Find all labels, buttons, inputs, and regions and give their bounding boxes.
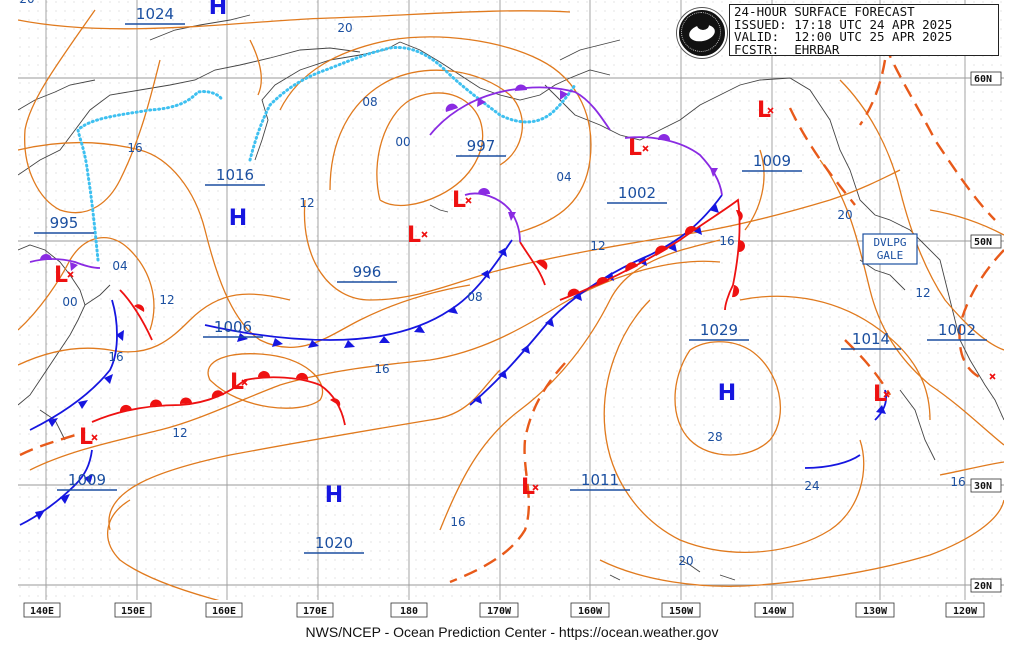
pressure-label: 1006 — [214, 318, 252, 336]
footer-credit: NWS/NCEP - Ocean Prediction Center - htt… — [305, 624, 719, 640]
trough-lines — [19, 44, 1004, 584]
lon-label: 120W — [953, 606, 978, 617]
low-center-l: L — [757, 98, 771, 123]
lon-label: 160W — [578, 606, 603, 617]
map-background — [18, 0, 1004, 600]
low-center-l: L — [79, 425, 93, 450]
lat-label: 50N — [974, 237, 992, 248]
high-center-h: H — [229, 206, 247, 231]
longitude-labels: 140E 150E 160E 170E 180 170W 160W 150W 1… — [23, 602, 985, 618]
noaa-logo — [677, 8, 727, 58]
isobar-label: 12 — [172, 426, 187, 440]
lon-label: 150W — [669, 606, 694, 617]
isobar-label: 04 — [112, 259, 127, 273]
pressure-label: 995 — [50, 214, 79, 232]
low-center-l: L — [230, 370, 244, 395]
pressure-label: 1011 — [581, 471, 619, 489]
low-center-l: L — [628, 136, 642, 161]
high-center-h: H — [718, 381, 736, 406]
gale-box-line-2: GALE — [877, 249, 904, 262]
isobar-label: 12 — [299, 196, 314, 210]
isobar-label: 16 — [450, 515, 465, 529]
lon-label: 170E — [303, 606, 327, 617]
lon-label: 150E — [121, 606, 145, 617]
isobar-label: 00 — [395, 135, 410, 149]
developing-gale-box: DVLPG GALE — [862, 233, 918, 265]
low-center-l: L — [407, 223, 421, 248]
lon-label: 180 — [400, 606, 418, 617]
isobar-label: 08 — [467, 290, 482, 304]
isobar-label: 16 — [127, 141, 142, 155]
lon-label: 140E — [30, 606, 54, 617]
warm-fronts — [91, 198, 741, 426]
low-center-l: L — [521, 475, 535, 500]
isobar-label: 16 — [719, 234, 734, 248]
forecast-title: 24-HOUR SURFACE FORECAST — [734, 4, 915, 19]
low-center-l: L — [54, 263, 68, 288]
isobar-label: 04 — [556, 170, 571, 184]
forecast-info-box: 24-HOUR SURFACE FORECAST ISSUED: 17:18 U… — [729, 4, 999, 56]
low-center-l: L — [452, 188, 466, 213]
isobar-label: 24 — [804, 479, 819, 493]
pressure-label: 1009 — [68, 471, 106, 489]
isobar-label: 12 — [590, 239, 605, 253]
lon-label: 160E — [212, 606, 236, 617]
lon-label: 130W — [863, 606, 888, 617]
low-pressure-centers: L L L L L L L L L — [54, 98, 887, 500]
pressure-label: 1002 — [618, 184, 656, 202]
pressure-underlines — [34, 23, 987, 554]
isobar-label: 16 — [108, 350, 123, 364]
isobar-label: 16 — [374, 362, 389, 376]
pressure-label: 1024 — [136, 5, 174, 23]
pressure-label: 1002 — [938, 321, 976, 339]
gale-box-line-1: DVLPG — [873, 236, 906, 249]
valid-time: VALID: 12:00 UTC 25 APR 2025 — [734, 29, 953, 44]
isobar-label: 28 — [707, 430, 722, 444]
warm-front-scallops — [119, 209, 745, 412]
lon-label: 170W — [487, 606, 512, 617]
isobar-label: 20 — [19, 0, 34, 6]
lat-lon-grid — [18, 0, 1004, 600]
pressure-label: 997 — [467, 137, 496, 155]
high-pressure-centers: H H H H — [209, 0, 736, 508]
low-center-marks — [67, 107, 996, 491]
isobar-label: 12 — [915, 286, 930, 300]
cold-front-pips — [35, 204, 886, 520]
pressure-label: 1020 — [315, 534, 353, 552]
isobar-label: 08 — [362, 95, 377, 109]
isobar-label: 16 — [950, 475, 965, 489]
pressure-label: 1009 — [753, 152, 791, 170]
pressure-label: 1016 — [216, 166, 254, 184]
pressure-label: 1029 — [700, 321, 738, 339]
isobar-label: 20 — [337, 21, 352, 35]
isobar-label: 00 — [62, 295, 77, 309]
issued-time: ISSUED: 17:18 UTC 24 APR 2025 — [734, 16, 953, 32]
high-center-h: H — [209, 0, 227, 20]
low-center-l: L — [873, 382, 887, 407]
ice-edge — [76, 45, 577, 262]
lat-label: 60N — [974, 74, 992, 85]
isobar-label: 12 — [159, 293, 174, 307]
isobar-label: 20 — [837, 208, 852, 222]
pressure-label: 996 — [353, 263, 382, 281]
lon-label: 140W — [762, 606, 787, 617]
isobars — [18, 9, 1004, 600]
occluded-front-symbols — [40, 84, 718, 271]
pressure-label: 1014 — [852, 330, 890, 348]
pressure-labels: 1024 1016 995 1006 1009 1020 996 997 100… — [50, 5, 976, 552]
lat-label: 30N — [974, 481, 992, 492]
isobar-labels: 20 16 08 00 12 04 16 12 08 04 12 16 20 1… — [19, 0, 965, 568]
forecaster: FCSTR: EHRBAR — [734, 41, 840, 57]
high-center-h: H — [325, 483, 343, 508]
latitude-labels: 60N 50N 30N 20N — [970, 71, 1002, 593]
lat-label: 20N — [974, 581, 992, 592]
isobar-label: 20 — [678, 554, 693, 568]
